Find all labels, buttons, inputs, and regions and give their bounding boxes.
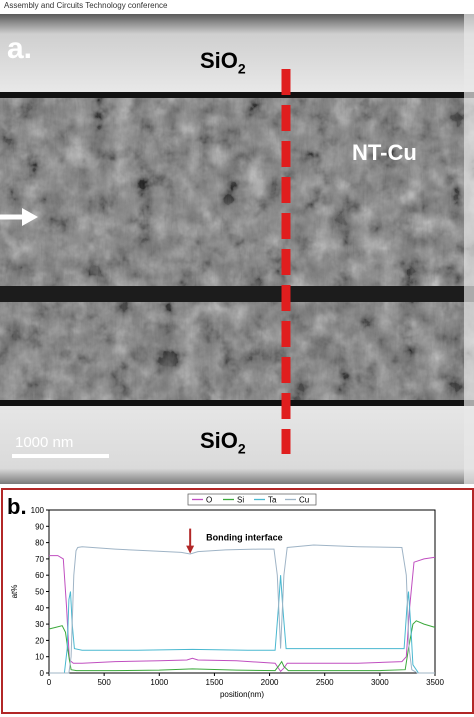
y-tick-label: 100 [31, 506, 45, 515]
bottom-sio2-label: SiO2 [200, 428, 246, 456]
series-line-o [49, 555, 436, 673]
y-tick-label: 10 [35, 653, 44, 662]
bonding-interface-annotation: Bonding interface [206, 533, 283, 543]
cu-twin-texture-upper [0, 94, 474, 291]
cu-twin-texture-lower [0, 302, 474, 404]
x-tick-label: 2500 [316, 678, 334, 687]
legend-label-o: O [206, 496, 212, 505]
bonding-interface-band [0, 286, 474, 302]
y-tick-label: 50 [35, 588, 44, 597]
tem-micrograph [0, 14, 474, 484]
conference-header-text: Assembly and Circuits Technology confere… [4, 1, 168, 10]
series-line-ta [49, 575, 435, 674]
top-sio2-text: SiO [200, 48, 238, 73]
y-tick-label: 80 [35, 539, 44, 548]
legend-label-ta: Ta [268, 496, 277, 505]
y-tick-label: 60 [35, 571, 44, 580]
bottom-sio2-region [0, 406, 474, 484]
top-sio2-region [0, 14, 474, 94]
y-tick-label: 30 [35, 620, 44, 629]
x-tick-label: 3000 [371, 678, 389, 687]
top-sio2-subscript: 2 [237, 60, 246, 77]
scale-bar [12, 454, 109, 458]
y-axis-label: at% [10, 585, 19, 599]
lower-barrier-line [0, 400, 474, 406]
scale-bar-label: 1000 nm [15, 434, 74, 451]
y-tick-label: 20 [35, 636, 44, 645]
nt-cu-label: NT-Cu [352, 140, 417, 165]
y-tick-label: 70 [35, 555, 44, 564]
eds-line-profile-panel: b. 0 10 20 30 40 50 60 70 80 90 100 0 500 1000 1500 200… [1, 488, 474, 714]
tem-image-panel: a. SiO2 NT-Cu 1000 nm SiO2 [0, 14, 474, 484]
upper-barrier-line [0, 92, 474, 98]
y-tick-label: 40 [35, 604, 44, 613]
legend-label-si: Si [237, 496, 244, 505]
bottom-sio2-subscript: 2 [237, 440, 246, 457]
x-tick-label: 1000 [150, 678, 168, 687]
panel-a-label: a. [7, 32, 33, 65]
x-tick-label: 0 [47, 678, 52, 687]
y-tick-label: 90 [35, 522, 44, 531]
panel-b-label: b. [7, 494, 27, 519]
annotation-arrow-head [186, 545, 195, 554]
x-tick-label: 1500 [206, 678, 224, 687]
bottom-sio2-text: SiO [200, 428, 238, 453]
legend-box [187, 493, 317, 506]
series-line-cu [49, 544, 435, 674]
conference-header: Assembly and Circuits Technology confere… [0, 0, 474, 14]
legend-label-cu: Cu [299, 496, 309, 505]
x-tick-label: 500 [97, 678, 111, 687]
y-tick-label: 0 [40, 669, 45, 678]
series-line-si [48, 620, 436, 672]
image-edge [464, 14, 474, 484]
x-axis-label: position(nm) [220, 690, 264, 699]
white-arrow-icon [0, 208, 38, 226]
x-tick-label: 2000 [261, 678, 279, 687]
x-tick-label: 3500 [426, 678, 444, 687]
top-sio2-label: SiO2 [200, 48, 246, 76]
